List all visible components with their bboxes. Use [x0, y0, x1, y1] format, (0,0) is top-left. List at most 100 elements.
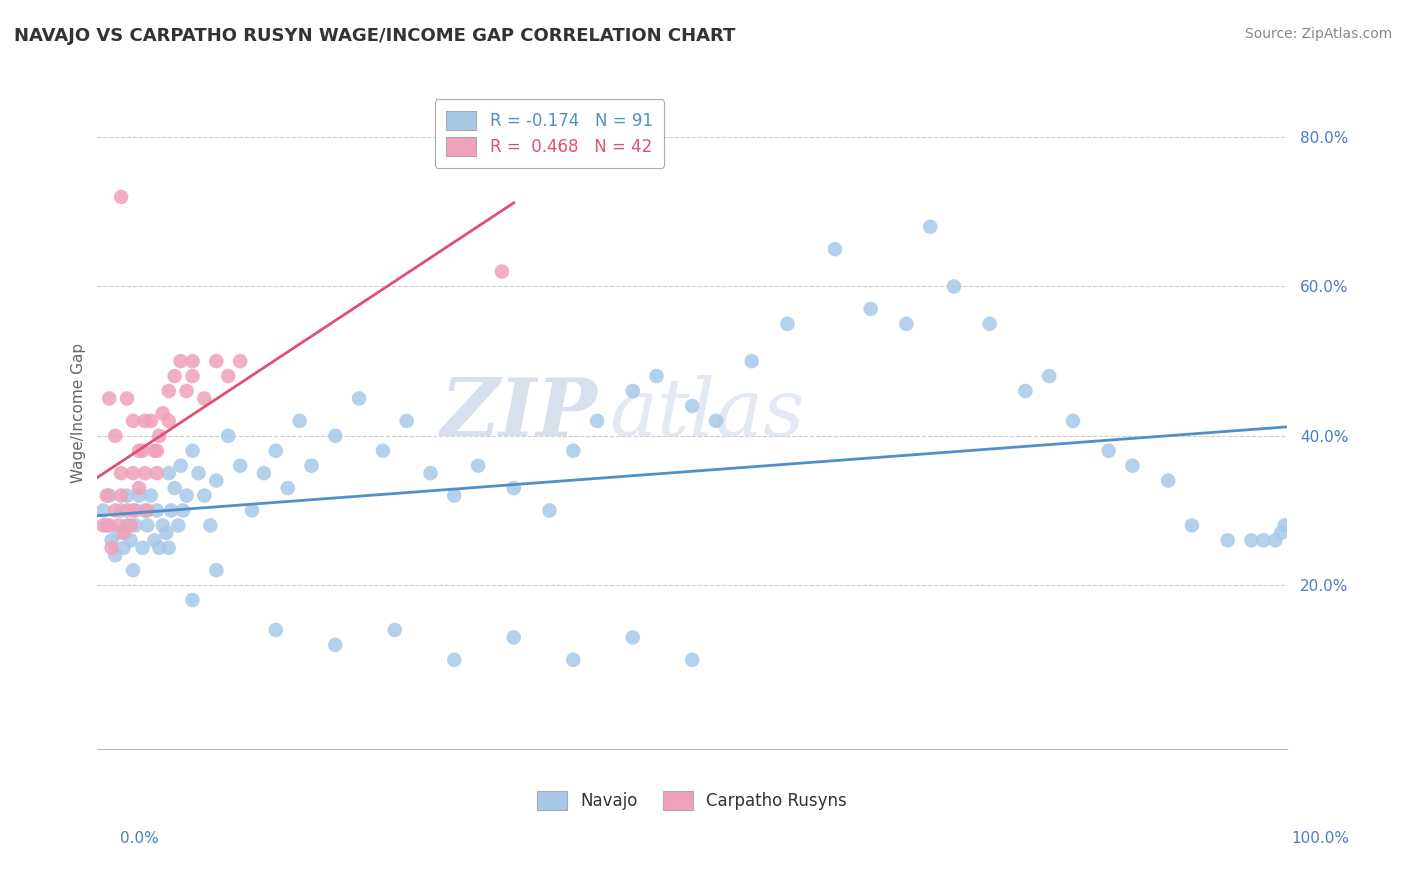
Point: [128, 489, 150, 503]
Point: [157, 384, 180, 398]
Point: [134, 503, 156, 517]
Point: [136, 503, 159, 517]
Point: [152, 518, 174, 533]
Point: [502, 481, 524, 495]
Point: [502, 631, 524, 645]
Point: [1264, 533, 1286, 548]
Point: [1270, 525, 1292, 540]
Point: [181, 369, 204, 384]
Point: [776, 317, 799, 331]
Point: [943, 279, 966, 293]
Point: [1181, 518, 1204, 533]
Point: [621, 384, 644, 398]
Point: [1216, 533, 1239, 548]
Text: ZIP: ZIP: [440, 375, 598, 452]
Point: [157, 541, 180, 555]
Point: [467, 458, 489, 473]
Point: [91, 503, 114, 517]
Point: [979, 317, 1001, 331]
Point: [229, 354, 252, 368]
Point: [96, 518, 118, 533]
Point: [148, 429, 170, 443]
Point: [110, 489, 132, 503]
Point: [122, 563, 145, 577]
Point: [169, 458, 191, 473]
Point: [91, 518, 114, 533]
Point: [1240, 533, 1263, 548]
Point: [98, 392, 121, 406]
Point: [124, 503, 146, 517]
Point: [107, 518, 129, 533]
Point: [920, 219, 942, 234]
Y-axis label: Wage/Income Gap: Wage/Income Gap: [72, 343, 86, 483]
Point: [104, 429, 127, 443]
Point: [824, 242, 846, 256]
Point: [229, 458, 252, 473]
Point: [157, 414, 180, 428]
Point: [896, 317, 918, 331]
Point: [139, 489, 162, 503]
Text: Source: ZipAtlas.com: Source: ZipAtlas.com: [1244, 27, 1392, 41]
Point: [1038, 369, 1060, 384]
Point: [143, 443, 166, 458]
Point: [645, 369, 668, 384]
Point: [104, 503, 127, 517]
Point: [122, 414, 145, 428]
Point: [586, 414, 609, 428]
Point: [205, 474, 228, 488]
Point: [301, 458, 323, 473]
Point: [115, 392, 138, 406]
Point: [491, 264, 513, 278]
Point: [443, 489, 465, 503]
Point: [122, 503, 145, 517]
Point: [538, 503, 561, 517]
Point: [128, 481, 150, 495]
Point: [1274, 518, 1296, 533]
Point: [112, 525, 135, 540]
Point: [1157, 474, 1180, 488]
Text: 0.0%: 0.0%: [120, 831, 159, 846]
Legend: Navajo, Carpatho Rusyns: Navajo, Carpatho Rusyns: [526, 779, 859, 822]
Point: [134, 466, 156, 480]
Point: [347, 392, 370, 406]
Point: [104, 549, 127, 563]
Point: [562, 443, 585, 458]
Text: NAVAJO VS CARPATHO RUSYN WAGE/INCOME GAP CORRELATION CHART: NAVAJO VS CARPATHO RUSYN WAGE/INCOME GAP…: [14, 27, 735, 45]
Point: [1062, 414, 1084, 428]
Point: [1014, 384, 1036, 398]
Point: [115, 518, 138, 533]
Point: [146, 443, 169, 458]
Point: [157, 466, 180, 480]
Point: [443, 653, 465, 667]
Point: [115, 503, 138, 517]
Point: [152, 406, 174, 420]
Point: [193, 392, 215, 406]
Point: [155, 525, 177, 540]
Point: [264, 623, 287, 637]
Point: [100, 533, 122, 548]
Point: [98, 489, 121, 503]
Point: [181, 354, 204, 368]
Point: [200, 518, 222, 533]
Point: [187, 466, 209, 480]
Point: [288, 414, 311, 428]
Point: [163, 481, 186, 495]
Point: [193, 489, 215, 503]
Point: [120, 533, 142, 548]
Point: [100, 541, 122, 555]
Point: [134, 414, 156, 428]
Point: [131, 443, 153, 458]
Text: atlas: atlas: [609, 375, 804, 452]
Point: [681, 399, 703, 413]
Point: [181, 443, 204, 458]
Point: [107, 525, 129, 540]
Point: [128, 443, 150, 458]
Point: [96, 489, 118, 503]
Point: [323, 429, 346, 443]
Point: [139, 414, 162, 428]
Text: 100.0%: 100.0%: [1292, 831, 1350, 846]
Point: [143, 533, 166, 548]
Point: [163, 369, 186, 384]
Point: [169, 354, 191, 368]
Point: [112, 541, 135, 555]
